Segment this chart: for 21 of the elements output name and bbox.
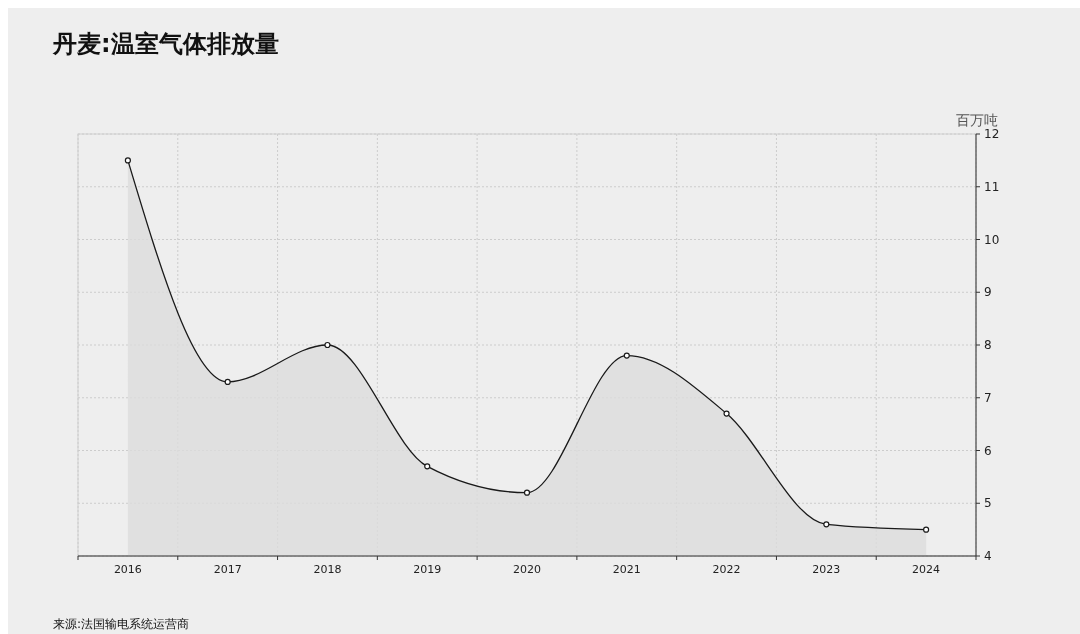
x-tick-label: 2017: [213, 563, 242, 576]
x-tick-label: 2021: [612, 563, 641, 576]
y-tick-label: 9: [984, 285, 992, 300]
y-tick-label: 7: [984, 390, 992, 405]
y-tick-label: 8: [984, 338, 992, 352]
y-axis-title: 百万吨: [956, 112, 998, 128]
source-note: 来源:法国输电系统运营商: [53, 617, 190, 631]
x-tick-label: 2020: [513, 563, 541, 576]
y-tick-label: 11: [984, 179, 1000, 194]
y-tick-label: 10: [984, 232, 1000, 247]
y-tick-label: 5: [984, 496, 992, 511]
x-tick-label: 2024: [912, 563, 941, 576]
y-tick-label: 12: [984, 127, 1000, 141]
y-tick-label: 6: [984, 443, 992, 458]
x-tick-label: 2023: [812, 563, 841, 576]
x-tick-label: 2016: [113, 563, 142, 576]
chart-title: 丹麦:温室气体排放量: [52, 30, 279, 58]
x-tick-label: 2022: [712, 563, 741, 576]
x-tick-label: 2019: [413, 563, 442, 576]
y-tick-label: 4: [984, 549, 992, 563]
x-tick-label: 2018: [313, 563, 342, 576]
